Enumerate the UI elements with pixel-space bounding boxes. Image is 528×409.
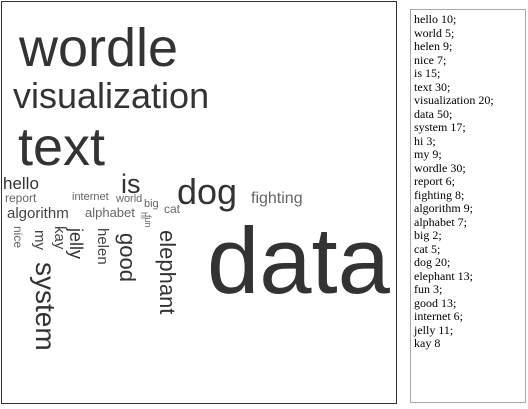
word-entry: system 17; xyxy=(414,120,466,134)
cloud-word-fun: fun xyxy=(143,215,153,228)
cloud-word-internet: internet xyxy=(72,191,109,203)
word-entry: hi 3; xyxy=(414,133,436,148)
word-entry: wordle 30; xyxy=(414,160,466,175)
word-entry: world 5; xyxy=(414,25,455,40)
word-entry: my 9; xyxy=(414,147,442,161)
cloud-word-cat: cat xyxy=(164,202,181,216)
cloud-word-big: big xyxy=(144,198,159,210)
word-entry: data 50; xyxy=(414,106,453,121)
cloud-word-algorithm: algorithm xyxy=(7,205,69,222)
word-entry: dog 20; xyxy=(414,255,451,269)
word-cloud-canvas: wordle visualization text hello is dog f… xyxy=(1,1,397,404)
cloud-word-wordle: wordle xyxy=(19,18,179,78)
word-entry: fun 3; xyxy=(414,282,443,296)
cloud-word-dog: dog xyxy=(177,171,238,212)
cloud-word-system: system xyxy=(30,262,61,351)
word-entry: kay 8 xyxy=(414,336,441,350)
word-entry: elephant 13; xyxy=(414,268,473,283)
cloud-word-alphabet: alphabet xyxy=(85,205,135,220)
word-entry: fighting 8; xyxy=(414,187,465,202)
word-entry: helen 9; xyxy=(414,39,453,53)
word-entry: cat 5; xyxy=(414,241,441,256)
word-list-textarea[interactable]: hello 10; world 5; helen 9; nice 7; is 1… xyxy=(410,9,526,403)
word-entry: jelly 11; xyxy=(414,322,454,337)
word-entry: nice 7; xyxy=(414,52,447,67)
cloud-word-my: my xyxy=(31,230,48,250)
word-entry: alphabet 7; xyxy=(414,214,467,229)
cloud-word-fighting: fighting xyxy=(251,190,303,207)
cloud-word-kay: kay xyxy=(51,226,68,250)
cloud-word-world: world xyxy=(116,193,143,205)
cloud-word-data: data xyxy=(207,208,390,313)
word-entry: internet 6; xyxy=(414,309,463,323)
cloud-word-jelly: jelly xyxy=(66,228,86,260)
cloud-word-is: is xyxy=(121,169,141,199)
cloud-word-visualization: visualization xyxy=(13,75,210,116)
word-entry: hello 10; xyxy=(414,12,457,26)
word-entry: algorithm 9; xyxy=(414,201,473,215)
cloud-word-text: text xyxy=(18,117,106,177)
word-entry: text 30; xyxy=(414,79,451,94)
cloud-word-elephant: elephant xyxy=(155,230,180,315)
cloud-word-report: report xyxy=(5,191,37,205)
word-entry: big 2; xyxy=(414,228,442,242)
cloud-word-hello: hello xyxy=(3,174,39,193)
word-entry: is 15; xyxy=(414,66,441,80)
cloud-word-good: good xyxy=(115,233,140,282)
cloud-word-nice: nice xyxy=(11,226,25,249)
word-entry: good 13; xyxy=(414,295,457,310)
cloud-word-helen: helen xyxy=(94,228,111,265)
word-entry: report 6; xyxy=(414,174,455,188)
word-entry: visualization 20; xyxy=(414,93,494,107)
